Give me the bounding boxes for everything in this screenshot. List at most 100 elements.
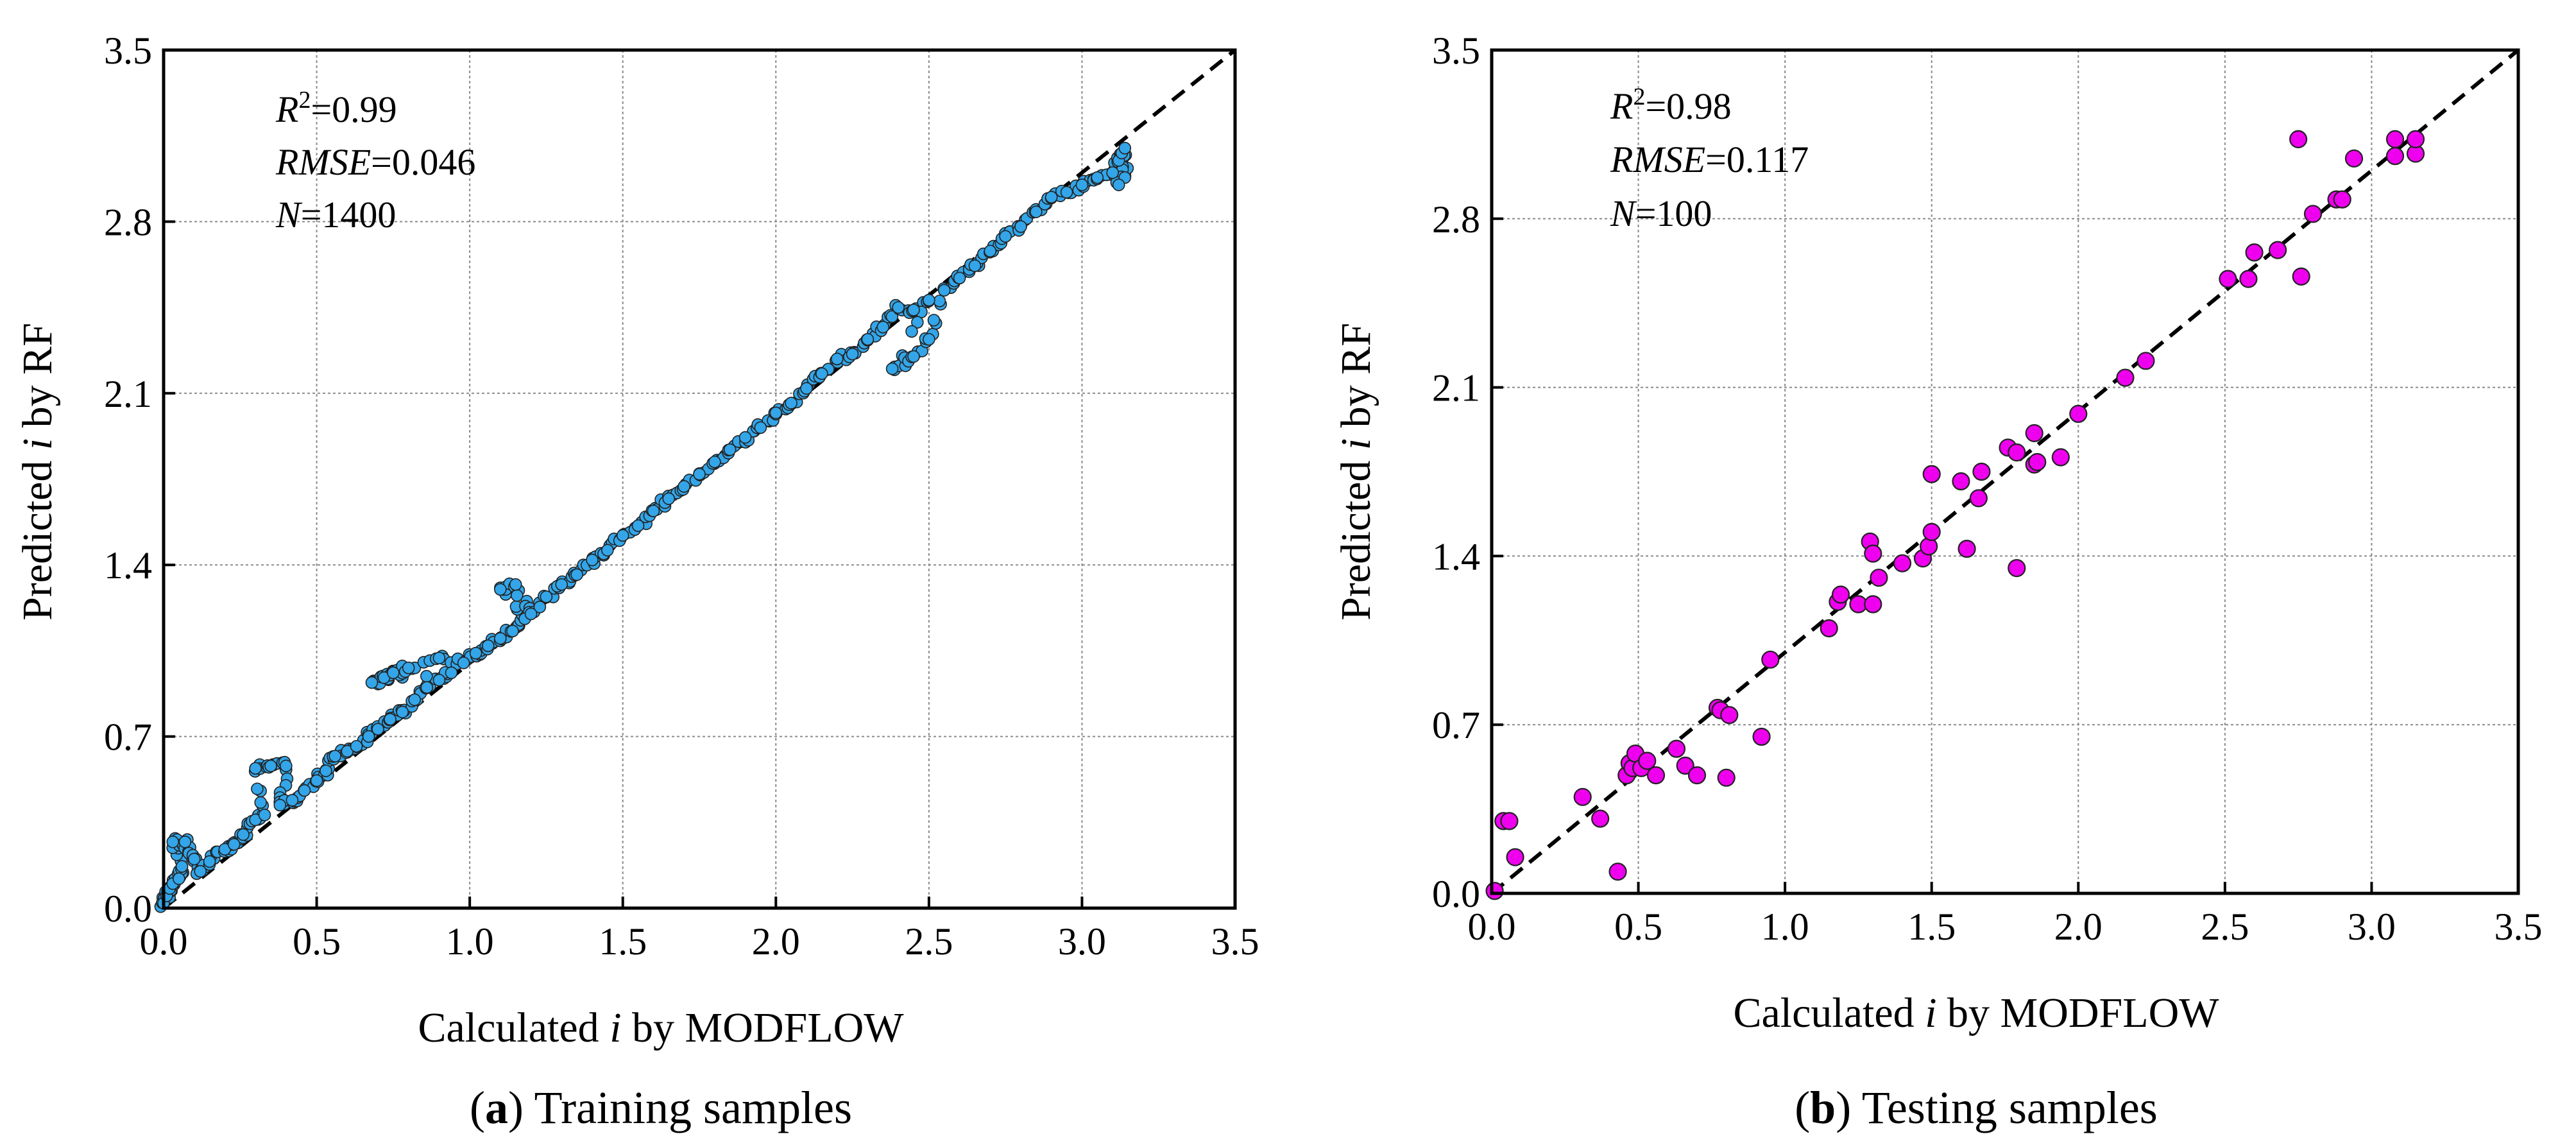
data-point [533,600,547,614]
data-point [1969,489,1988,508]
data-point [1761,650,1780,669]
data-point [846,347,859,361]
data-point [800,382,813,395]
data-point [310,774,323,787]
data-point [249,762,262,775]
x-axis-label-a: Calculated i by MODFLOW [418,1004,904,1051]
data-point [203,855,216,868]
y-tick-label: 3.5 [104,30,152,72]
data-point [1864,595,1882,614]
data-point [227,838,241,851]
data-point [2025,424,2043,443]
data-point [2028,452,2047,472]
data-point [286,794,299,807]
y-tick-label: 2.1 [1432,367,1480,409]
data-point [2406,130,2425,149]
data-point [570,568,583,581]
data-point [175,860,189,873]
data-point [408,693,422,707]
data-point [953,271,966,285]
data-point [420,681,434,694]
data-point [1717,768,1736,787]
y-tick-label: 1.4 [1432,535,1480,578]
data-point [905,325,918,338]
data-point [273,798,287,812]
data-point [2116,368,2135,387]
x-tick-label: 3.0 [2348,906,2396,948]
data-point [723,443,737,456]
data-point [1075,178,1089,191]
data-point [2219,270,2237,288]
data-point [1506,848,1524,866]
data-point [194,864,207,878]
data-point [432,651,446,665]
data-point [2292,267,2310,286]
data-point [1638,752,1657,770]
plot-frame-a [162,48,1237,910]
data-point [506,624,519,638]
data-point [927,314,941,327]
data-point [481,639,495,653]
data-point [601,544,614,557]
data-point [402,661,415,675]
data-point [754,421,767,434]
data-point [540,590,553,603]
data-point [173,872,185,885]
x-tick-label: 3.0 [1058,920,1106,963]
points-a [154,142,1134,913]
data-point [187,852,201,866]
data-point [1014,220,1027,233]
data-point [1030,205,1043,218]
data-point [968,259,982,272]
data-point [1920,537,1938,556]
x-tick-label: 1.5 [599,920,647,963]
data-point [1831,585,1850,604]
data-point [785,397,798,409]
data-point [1820,619,1838,638]
data-point [420,669,433,683]
data-point [1500,812,1519,830]
data-point [1720,706,1739,725]
data-point [876,320,890,334]
data-point [815,367,828,381]
data-point [999,230,1012,243]
data-point [524,607,538,621]
data-point [1667,739,1686,758]
data-point [384,713,397,726]
data-point [2344,149,2364,168]
data-point [2269,241,2287,259]
x-ticks-a: 0.0 0.5 1.0 1.5 2.0 2.5 3.0 3.5 [140,897,1259,963]
x-tick-label: 2.0 [752,920,800,963]
data-point [1045,191,1058,204]
data-point [933,295,946,307]
data-point [1870,569,1888,587]
y-ticks-b: 0.0 0.7 1.4 2.1 2.8 3.5 [1432,30,1503,915]
data-point [693,468,706,481]
data-point [1091,171,1104,184]
x-tick-label: 0.5 [1614,906,1662,948]
data-point [885,362,899,375]
y-tick-label: 0.7 [1432,704,1480,746]
data-point [1106,166,1119,179]
stat-rmse-b: RMSE=0.117 [1610,139,1809,180]
x-tick-label: 3.5 [2495,906,2543,948]
y-axis-label-a: Predicted i by RF [14,323,61,621]
data-point [708,455,721,468]
data-point [1118,142,1132,155]
data-point [432,673,446,687]
data-point [1060,185,1073,199]
data-point [2069,404,2088,423]
data-point [662,492,676,505]
y-tick-label: 0.0 [1432,873,1480,915]
data-point [1958,540,1976,558]
points-b [1485,130,2425,900]
data-point [616,529,629,542]
data-point [2137,352,2155,370]
data-point [861,332,874,346]
data-point [2008,443,2026,462]
data-point [1573,787,1592,806]
data-point [1608,863,1627,881]
grid-a [164,50,1235,908]
stat-rmse-a: RMSE=0.046 [275,141,475,183]
